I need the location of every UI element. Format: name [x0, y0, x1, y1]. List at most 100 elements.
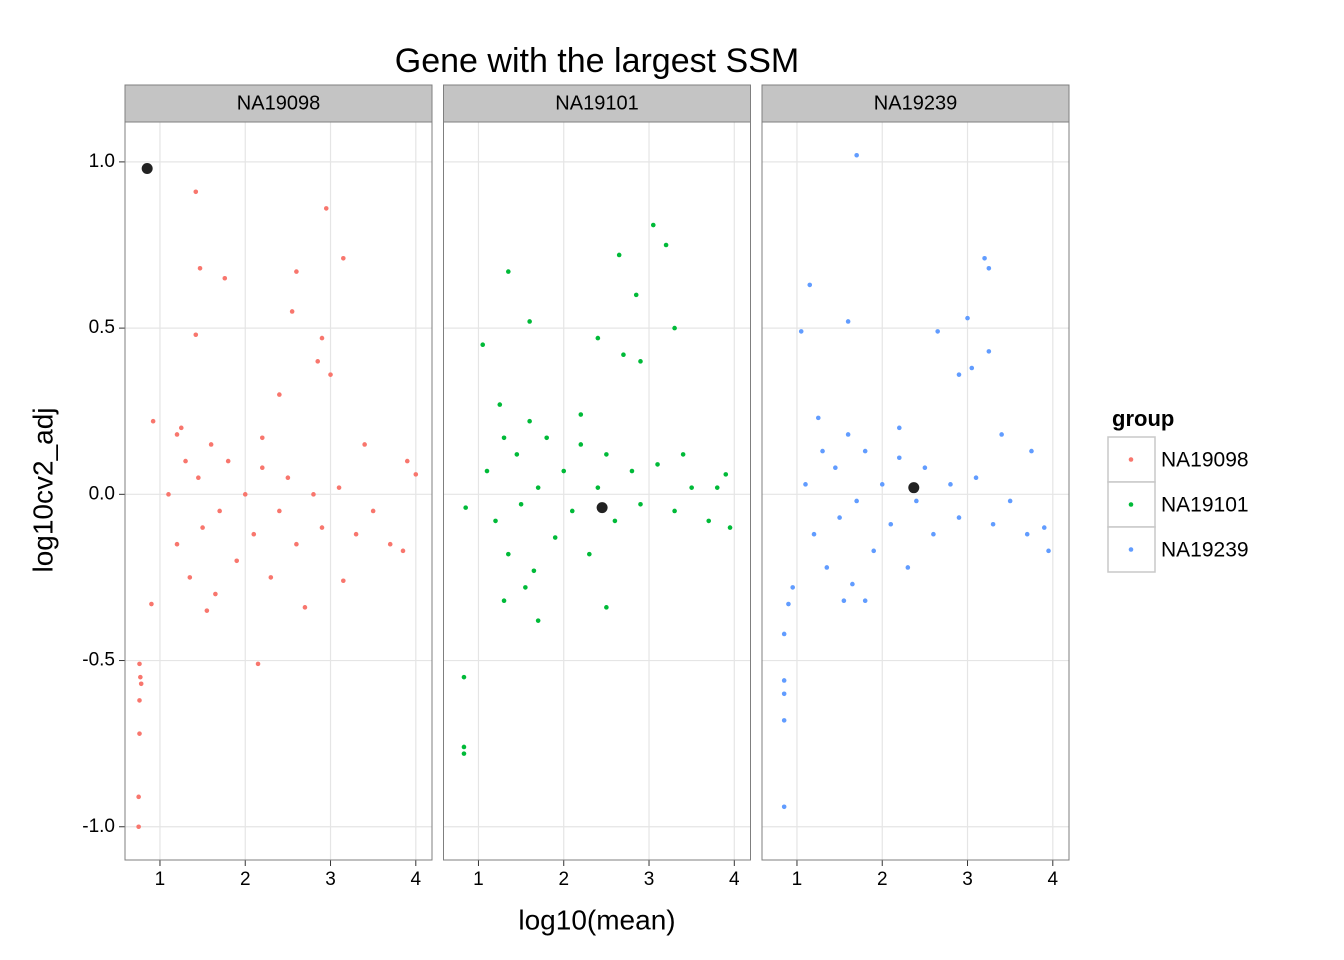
x-tick-label: 2 — [240, 869, 251, 890]
point — [1007, 498, 1013, 504]
chart-title: Gene with the largest SSM — [395, 42, 799, 80]
point — [973, 475, 979, 481]
strip — [761, 84, 1070, 123]
legend-title: group — [1112, 406, 1174, 431]
point — [178, 425, 184, 431]
point — [781, 678, 787, 683]
point — [137, 661, 142, 667]
point — [484, 468, 490, 474]
point — [714, 485, 720, 490]
point — [277, 392, 282, 397]
point — [727, 525, 733, 530]
point — [914, 498, 919, 504]
point — [616, 252, 622, 258]
point — [990, 521, 996, 527]
point — [137, 698, 142, 703]
point — [862, 448, 868, 454]
point — [595, 335, 601, 341]
point — [621, 352, 626, 358]
point — [841, 598, 847, 604]
legend-marker — [1128, 502, 1134, 507]
point — [255, 661, 261, 667]
strip-label: NA19098 — [237, 92, 320, 114]
point — [896, 425, 902, 431]
point — [1024, 531, 1030, 537]
point — [871, 548, 877, 554]
point — [1029, 448, 1034, 454]
y-axis-label: log10cv2_adj — [27, 407, 58, 572]
point — [413, 472, 419, 477]
point — [259, 435, 265, 441]
point — [387, 541, 393, 547]
legend-label: NA19101 — [1161, 494, 1249, 517]
point — [493, 518, 498, 524]
point — [506, 551, 511, 557]
point — [638, 359, 643, 364]
point — [655, 462, 660, 467]
strip — [124, 84, 433, 123]
point — [833, 465, 838, 471]
point — [527, 418, 532, 424]
point — [404, 458, 410, 464]
point — [193, 332, 199, 338]
point — [965, 315, 970, 321]
point — [336, 485, 342, 490]
point — [672, 508, 677, 514]
point — [137, 731, 142, 736]
point — [204, 608, 210, 613]
point — [854, 498, 859, 504]
point — [506, 269, 511, 274]
strip — [443, 84, 751, 123]
point — [820, 448, 825, 454]
point — [948, 482, 953, 487]
panel-border — [124, 121, 433, 861]
point — [531, 568, 537, 574]
point — [569, 508, 575, 514]
y-tick-label: -0.5 — [82, 650, 115, 671]
y-tick-label: -1.0 — [82, 816, 115, 837]
point — [587, 551, 592, 557]
point — [461, 751, 467, 756]
point — [888, 521, 894, 527]
point — [518, 501, 524, 507]
legend-marker — [1128, 547, 1134, 552]
point — [544, 435, 549, 441]
panel-border — [761, 121, 1070, 861]
point — [323, 206, 329, 211]
point — [222, 275, 228, 281]
strip-label: NA19101 — [555, 92, 638, 114]
highlight-point — [141, 163, 153, 175]
x-tick-label: 4 — [411, 869, 422, 890]
point — [935, 329, 940, 334]
point — [905, 565, 911, 570]
highlight-point — [596, 502, 608, 514]
point — [328, 372, 333, 377]
point — [723, 472, 729, 477]
point — [781, 718, 787, 723]
point — [277, 508, 282, 514]
point — [781, 691, 787, 697]
point — [815, 415, 821, 421]
x-tick-label: 4 — [729, 869, 740, 890]
point — [612, 518, 618, 524]
point — [969, 365, 975, 371]
point — [535, 485, 541, 490]
point — [138, 681, 144, 687]
point — [786, 601, 791, 607]
point — [302, 605, 308, 610]
point — [213, 591, 218, 597]
point — [672, 325, 677, 331]
point — [680, 452, 686, 457]
point — [150, 418, 156, 424]
point — [578, 412, 584, 417]
point — [595, 485, 601, 490]
point — [187, 575, 193, 580]
point — [136, 824, 141, 830]
point — [922, 465, 928, 471]
x-tick-label: 1 — [473, 869, 484, 890]
point — [578, 442, 584, 447]
point — [400, 548, 406, 554]
point — [896, 455, 902, 461]
point — [811, 531, 817, 537]
